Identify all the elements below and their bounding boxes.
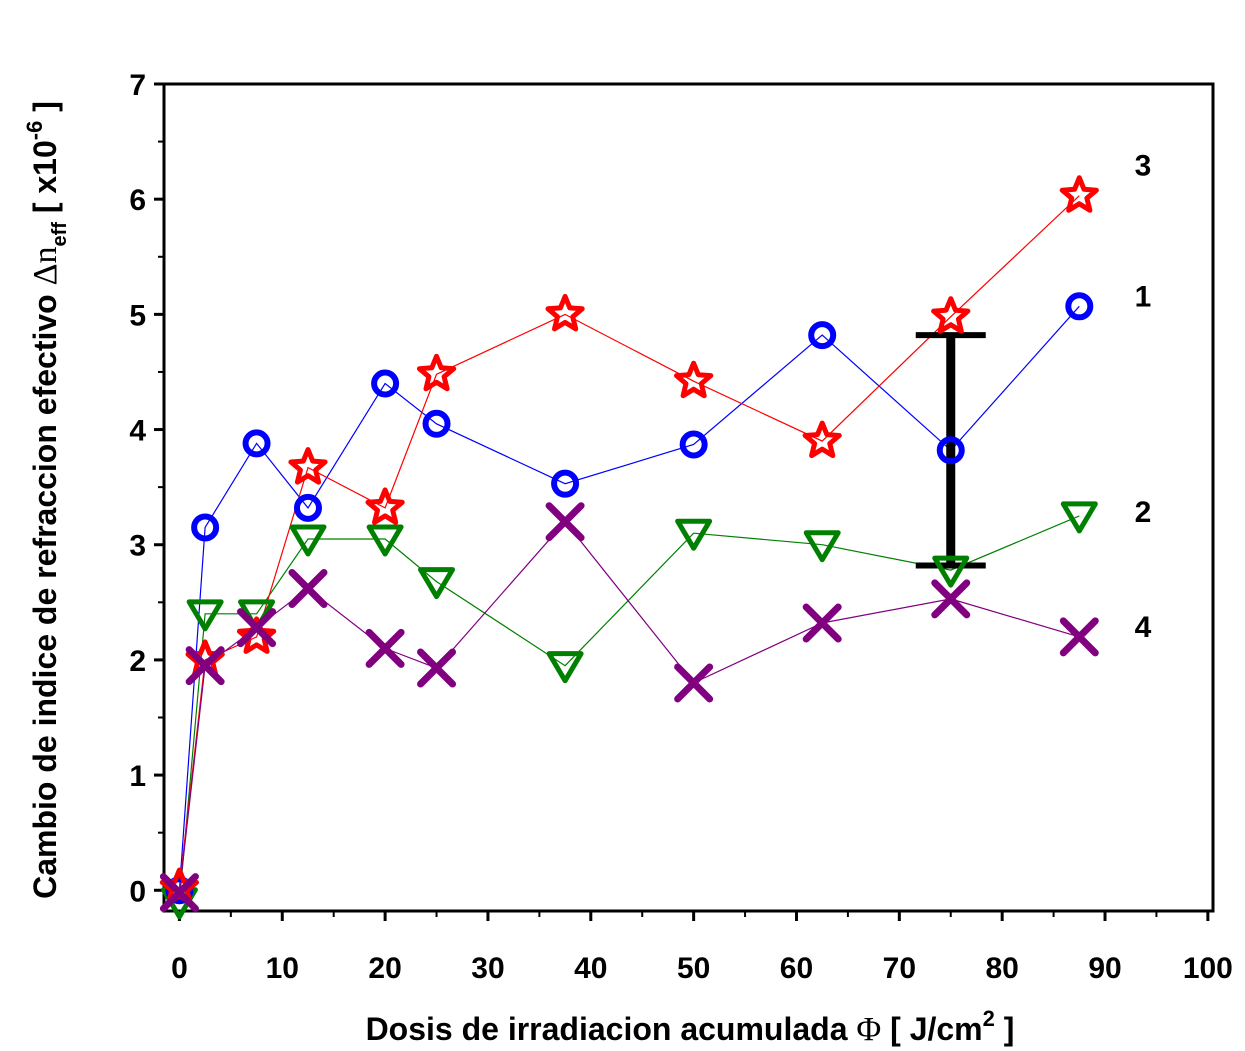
x-tick-label: 30 — [471, 952, 504, 985]
series-markers — [159, 175, 1099, 920]
y-tick-label: 1 — [129, 760, 146, 793]
marker-series-1 — [808, 321, 837, 350]
marker-series-1 — [191, 513, 220, 542]
marker-series-3 — [236, 616, 277, 654]
marker-series-4 — [185, 646, 225, 686]
marker-series-3 — [674, 360, 714, 399]
marker-series-3 — [416, 353, 457, 392]
plot-area — [162, 82, 1215, 913]
marker-series-3 — [545, 293, 585, 332]
marker-series-3 — [1059, 175, 1099, 213]
x-tick-label: 60 — [780, 952, 813, 985]
marker-series-4 — [931, 579, 971, 619]
marker-series-4 — [674, 663, 714, 703]
x-axis-ticks: 0 10 20 30 40 50 60 70 80 90 100 — [171, 911, 1233, 985]
x-tick-label: 100 — [1183, 952, 1233, 985]
x-tick-label: 40 — [574, 952, 607, 985]
series-label-4: 4 — [1135, 611, 1152, 644]
marker-series-2 — [289, 524, 327, 557]
marker-series-4 — [237, 608, 277, 648]
y-tick-label: 5 — [129, 299, 146, 332]
y-tick-label: 7 — [129, 69, 146, 102]
marker-series-2 — [1060, 501, 1098, 534]
marker-series-3 — [802, 420, 842, 459]
y-axis-ticks: 0 1 2 3 4 5 6 7 — [129, 69, 164, 908]
marker-series-1 — [293, 493, 322, 522]
marker-series-4 — [159, 873, 199, 913]
x-tick-label: 80 — [985, 952, 1018, 985]
marker-series-1 — [371, 369, 400, 398]
x-tick-label: 50 — [677, 952, 710, 985]
marker-series-1 — [242, 429, 271, 458]
marker-series-2 — [186, 599, 224, 632]
series-line-1 — [178, 305, 1080, 891]
marker-series-2 — [418, 567, 456, 600]
marker-series-1 — [551, 469, 580, 498]
marker-series-1 — [1065, 292, 1094, 321]
y-tick-label: 3 — [129, 530, 146, 563]
marker-series-4 — [802, 603, 842, 643]
x-tick-label: 10 — [266, 952, 299, 985]
marker-series-3 — [288, 447, 328, 485]
marker-series-4 — [288, 568, 328, 608]
series-label-2: 2 — [1135, 496, 1152, 529]
x-tick-label: 0 — [171, 952, 188, 985]
marker-series-4 — [1059, 617, 1099, 657]
marker-series-3 — [931, 296, 971, 334]
marker-series-1 — [936, 436, 965, 465]
series-label-3: 3 — [1135, 150, 1152, 183]
series-label-1: 1 — [1135, 280, 1152, 313]
marker-series-3 — [365, 487, 405, 525]
series-labels: 1 2 3 4 — [1135, 150, 1152, 644]
marker-series-2 — [932, 555, 970, 588]
x-tick-label: 70 — [883, 952, 916, 985]
x-tick-label: 90 — [1088, 952, 1121, 985]
y-tick-label: 2 — [129, 645, 146, 678]
x-tick-label: 20 — [368, 952, 401, 985]
y-tick-label: 0 — [129, 875, 146, 908]
marker-series-4 — [417, 648, 457, 688]
y-axis-label: Cambio de indice de refraccion efectivo … — [22, 101, 71, 899]
marker-series-2 — [546, 651, 584, 684]
marker-series-2 — [366, 524, 404, 557]
x-axis-label: Dosis de irradiacion acumulada Φ [ J/cm2… — [366, 1006, 1015, 1048]
marker-series-1 — [679, 430, 708, 459]
y-tick-label: 4 — [129, 415, 146, 448]
marker-series-1 — [422, 409, 451, 438]
marker-series-2 — [803, 530, 841, 563]
marker-series-4 — [545, 502, 585, 542]
y-tick-label: 6 — [129, 184, 146, 217]
marker-series-4 — [365, 628, 405, 668]
marker-series-2 — [675, 518, 713, 551]
error-bar — [915, 332, 986, 569]
